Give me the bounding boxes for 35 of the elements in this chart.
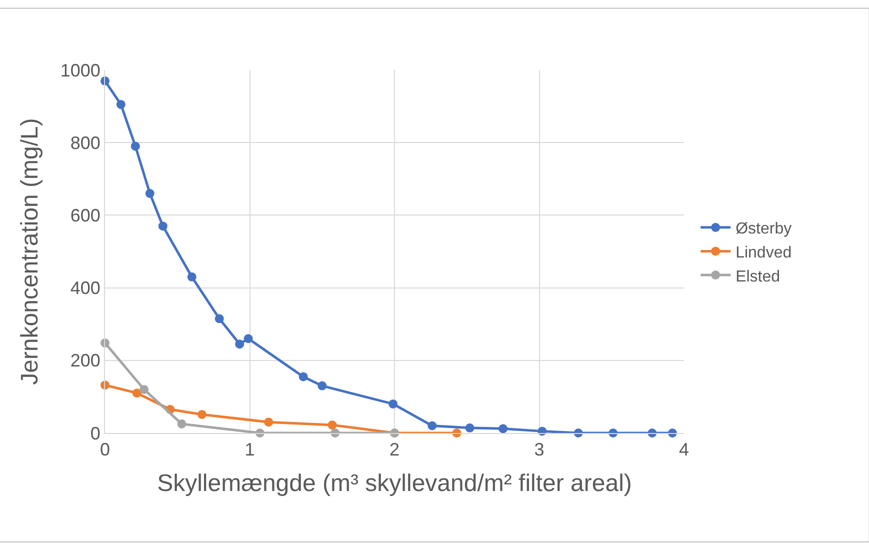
point xyxy=(264,418,274,427)
x-tick-label: 2 xyxy=(389,440,400,460)
point xyxy=(318,381,327,390)
point xyxy=(197,410,206,419)
y-axis-title: Jernkoncentration (mg/L) xyxy=(16,118,44,385)
y-tick-label: 600 xyxy=(70,206,100,226)
point xyxy=(132,388,142,398)
y-tick-label: 1000 xyxy=(60,60,100,80)
y-tick-label: 800 xyxy=(70,132,100,153)
legend-label: Elsted xyxy=(736,268,780,286)
x-tick-label: 4 xyxy=(678,440,690,460)
y-tick-label: 200 xyxy=(70,350,100,371)
y-tick-label: 400 xyxy=(70,278,100,298)
point xyxy=(328,420,337,430)
point xyxy=(187,272,196,282)
point xyxy=(145,188,154,198)
point xyxy=(235,340,244,349)
point xyxy=(388,399,398,408)
point xyxy=(140,384,149,394)
point xyxy=(428,421,437,430)
point xyxy=(116,100,126,109)
legend-label: Lindved xyxy=(736,244,792,262)
point xyxy=(214,314,224,324)
point xyxy=(244,334,253,344)
point xyxy=(298,372,308,382)
point xyxy=(177,419,186,428)
legend-label: Østerby xyxy=(736,220,792,238)
x-tick-label: 3 xyxy=(534,440,544,460)
point xyxy=(465,423,474,432)
point xyxy=(158,222,168,231)
point xyxy=(130,142,140,151)
x-tick-label: 1 xyxy=(244,440,255,460)
x-axis-title: Skyllemængde (m³ skyllevand/m² filter areal) xyxy=(157,470,632,497)
point xyxy=(498,424,508,434)
y-tick-label: 0 xyxy=(90,423,100,444)
